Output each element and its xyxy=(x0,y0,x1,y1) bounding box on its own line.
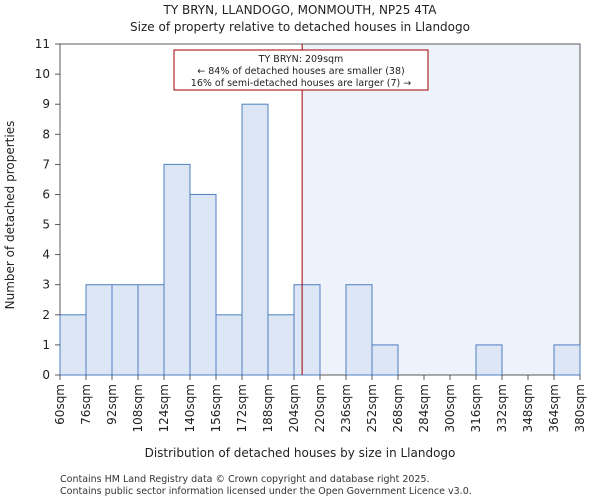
larger-region-shade xyxy=(302,44,580,375)
footer-licence: Contains public sector information licen… xyxy=(60,486,472,497)
histogram-bar xyxy=(475,344,503,376)
y-tick-label: 3 xyxy=(42,278,50,292)
x-tick-label: 92sqm xyxy=(105,384,119,425)
histogram-bar xyxy=(111,284,139,376)
x-tick-label: 268sqm xyxy=(391,384,405,432)
annotation-title: TY BRYN: 209sqm xyxy=(258,54,344,65)
x-tick-label: 140sqm xyxy=(183,384,197,432)
x-tick-label: 348sqm xyxy=(521,384,535,432)
y-tick-label: 7 xyxy=(42,157,50,171)
y-tick-label: 4 xyxy=(42,248,50,262)
y-tick-label: 11 xyxy=(35,37,50,51)
x-tick-label: 124sqm xyxy=(157,384,171,432)
chart-title-line2: Size of property relative to detached ho… xyxy=(130,20,470,34)
chart-title-line1: TY BRYN, LLANDOGO, MONMOUTH, NP25 4TA xyxy=(163,3,438,17)
y-tick-label: 2 xyxy=(42,308,50,322)
histogram-bar xyxy=(267,314,295,376)
x-tick-label: 332sqm xyxy=(495,384,509,432)
x-tick-label: 60sqm xyxy=(53,384,67,425)
histogram-bar xyxy=(163,163,191,376)
histogram-bar xyxy=(553,344,581,376)
x-tick-label: 300sqm xyxy=(443,384,457,432)
y-tick-label: 5 xyxy=(42,218,50,232)
y-tick-label: 9 xyxy=(42,97,50,111)
y-tick-label: 0 xyxy=(42,368,50,382)
x-tick-label: 220sqm xyxy=(313,384,327,432)
x-tick-label: 380sqm xyxy=(573,384,587,432)
histogram-bar xyxy=(371,344,399,376)
histogram-bar xyxy=(85,284,113,376)
y-tick-label: 6 xyxy=(42,187,50,201)
histogram-bar xyxy=(293,284,321,376)
x-tick-label: 236sqm xyxy=(339,384,353,432)
x-axis-label: Distribution of detached houses by size … xyxy=(145,446,456,460)
histogram-bar xyxy=(345,284,373,376)
histogram-bar xyxy=(137,284,165,376)
histogram-bar xyxy=(189,193,217,376)
x-tick-label: 172sqm xyxy=(235,384,249,432)
footer-copyright: Contains HM Land Registry data © Crown c… xyxy=(60,474,430,485)
annotation-box xyxy=(173,49,429,91)
x-tick-label: 188sqm xyxy=(261,384,275,432)
histogram-bar xyxy=(241,103,269,376)
x-tick-label: 316sqm xyxy=(469,384,483,432)
x-tick-label: 364sqm xyxy=(547,384,561,432)
y-tick-label: 1 xyxy=(42,338,50,352)
x-tick-label: 156sqm xyxy=(209,384,223,432)
y-tick-label: 10 xyxy=(35,67,50,81)
x-tick-label: 108sqm xyxy=(131,384,145,432)
x-tick-label: 252sqm xyxy=(365,384,379,432)
x-tick-label: 76sqm xyxy=(79,384,93,425)
x-tick-label: 284sqm xyxy=(417,384,431,432)
histogram-bar xyxy=(215,314,243,376)
histogram-bar xyxy=(59,314,87,376)
y-axis-label: Number of detached properties xyxy=(3,121,17,310)
annotation-larger-text: 16% of semi-detached houses are larger (… xyxy=(191,78,411,89)
annotation-smaller-text: ← 84% of detached houses are smaller (38… xyxy=(197,66,404,77)
y-tick-label: 8 xyxy=(42,127,50,141)
x-tick-label: 204sqm xyxy=(287,384,301,432)
